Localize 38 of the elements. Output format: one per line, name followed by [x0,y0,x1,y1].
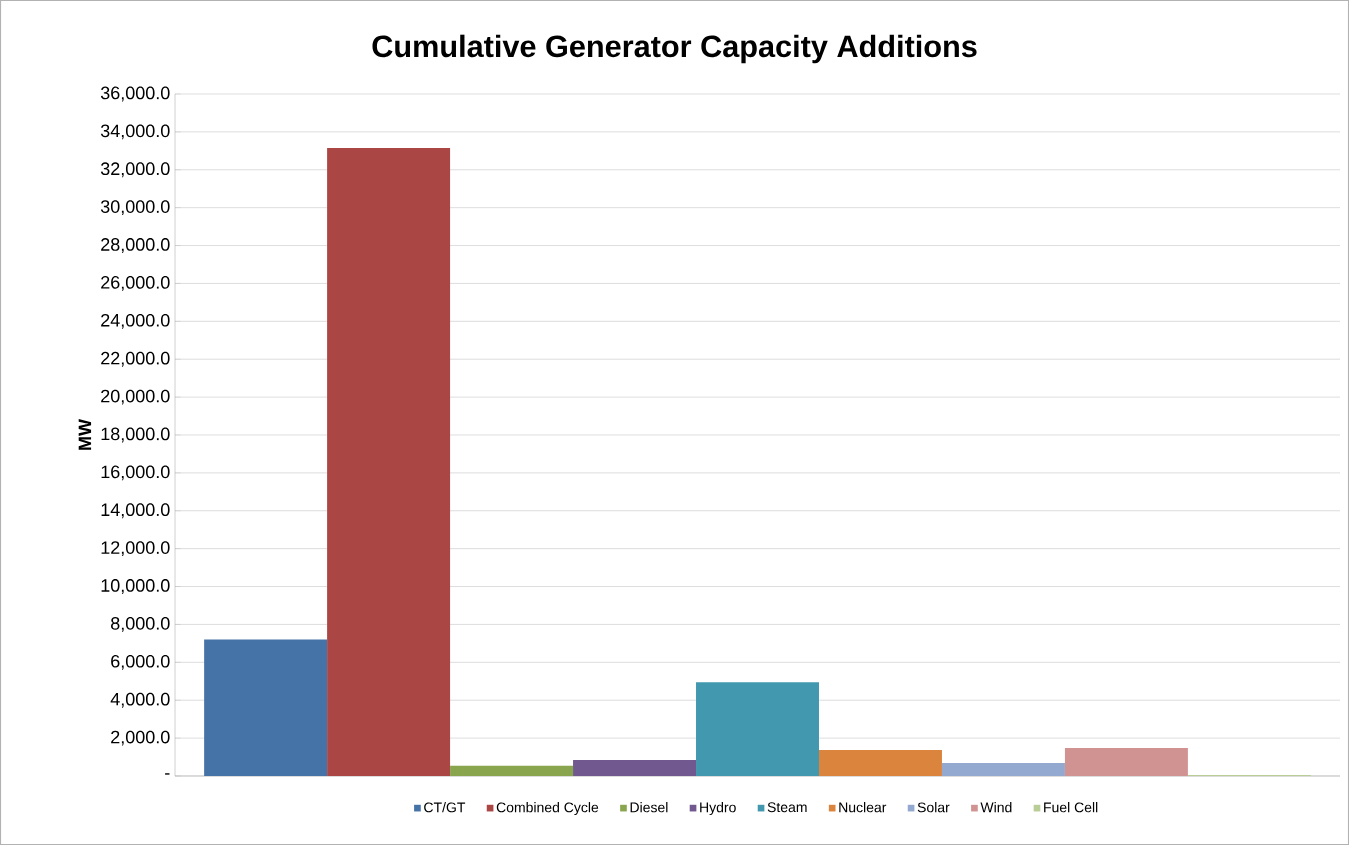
legend-label: Combined Cycle [496,802,599,816]
y-tick-label: 22,000.0 [101,351,170,367]
bar [941,762,1065,776]
bar [1064,747,1188,776]
y-tick-label: 28,000.0 [101,238,170,253]
y-axis-title: MW [78,419,92,450]
legend-label: Steam [767,802,807,813]
legend-label: Hydro [700,802,736,816]
y-tick-label: 20,000.0 [101,389,170,405]
bar [450,765,574,776]
y-tick-label: 14,000.0 [101,503,170,519]
y-tick-label: 4,000.0 [110,692,170,708]
y-tick-label: 18,000.0 [101,427,170,443]
legend-label: Diesel [630,802,668,813]
bar [818,750,942,776]
y-tick-label: 8,000.0 [111,617,170,632]
bar [204,639,328,776]
bar [573,759,697,776]
y-tick-label: 32,000.0 [100,162,170,178]
legend-label: Fuel Cell [1044,802,1098,813]
y-tick-label: 2,000.0 [111,730,170,746]
bar [696,682,819,776]
legend-label: Nuclear [839,802,887,813]
y-tick-label: 10,000.0 [101,579,170,594]
legend-label: Solar [917,802,950,813]
y-tick-label: 26,000.0 [101,276,170,291]
y-tick-label: 36,000.0 [100,86,170,102]
chart-title: Cumulative Generator Capacity Additions [372,34,977,64]
y-tick-label: 12,000.0 [101,541,170,557]
legend-label: Wind [980,802,1012,813]
y-tick-label: 24,000.0 [101,313,170,329]
y-tick-label: 30,000.0 [100,200,170,216]
y-tick-label: - [165,773,170,775]
y-tick-label: 6,000.0 [111,654,170,670]
y-tick-label: 34,000.0 [100,124,170,140]
y-tick-label: 16,000.0 [101,465,170,481]
bar [327,147,451,776]
legend-label: CT/GT [424,802,466,813]
